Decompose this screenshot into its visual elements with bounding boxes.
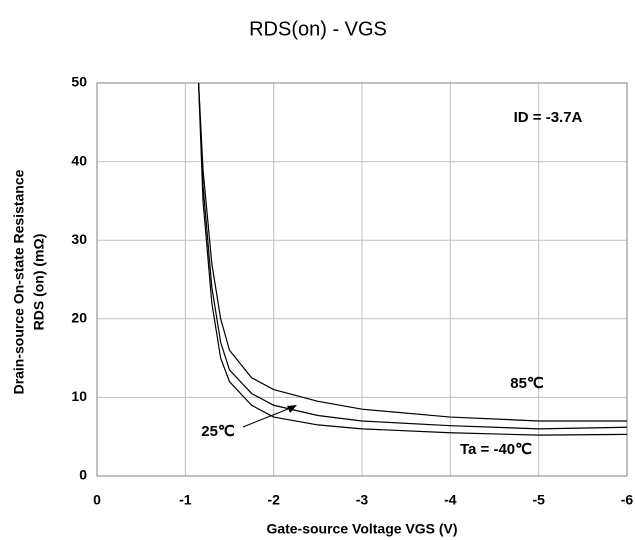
- annotation: ID = -3.7A: [514, 109, 583, 126]
- plot-frame: [96, 82, 628, 477]
- series-line: [197, 82, 627, 422]
- annotation: 85℃: [510, 375, 544, 392]
- series-line: [197, 82, 628, 436]
- y-tick-label: 20: [71, 310, 87, 326]
- y-axis-label: RDS (on) (mΩ): [31, 234, 47, 331]
- annotation: Ta = -40℃: [460, 441, 532, 458]
- x-tick-label: -1: [179, 492, 192, 508]
- y-tick-label: 40: [71, 152, 87, 168]
- x-tick-label: -5: [532, 492, 545, 508]
- x-axis-label: Gate-source Voltage VGS (V): [266, 521, 457, 537]
- annotation-arrow: [242, 406, 294, 428]
- x-tick-label: -3: [356, 492, 369, 508]
- x-tick-label: -2: [267, 492, 280, 508]
- x-tick-label: -6: [621, 492, 634, 508]
- x-tick-label: 0: [93, 492, 101, 508]
- y-tick-label: 30: [71, 231, 87, 247]
- y-tick-label: 50: [71, 74, 87, 90]
- annotation: 25℃: [201, 423, 235, 440]
- x-tick-label: -4: [444, 492, 457, 508]
- arrow-head: [287, 405, 297, 413]
- chart-title: RDS(on) - VGS: [249, 18, 387, 40]
- y-tick-label: 0: [79, 467, 87, 483]
- series-line: [197, 82, 628, 430]
- y-axis-label: Drain-source On-state Resistance: [11, 169, 27, 394]
- y-tick-label: 10: [71, 388, 87, 404]
